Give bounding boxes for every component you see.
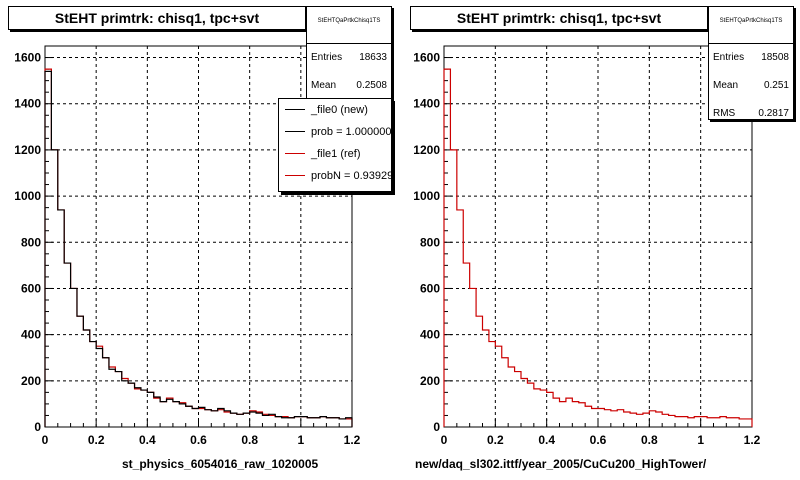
panel-1-stats-name: StEHTQaPrtkChisq1TS [307,7,391,44]
stats-value: 0.2508 [356,80,387,91]
stats-label: Mean [713,80,739,91]
panel-2-stats-mean: Mean 0.251 [709,72,793,100]
panel-1-x-tick-label: 1 [297,433,304,447]
panel-1-x-tick-label: 1.2 [344,433,361,447]
panel-2-y-tick-label: 1400 [413,97,440,111]
stats-label: Entries [311,52,343,63]
panel-1-y-tick-label: 1400 [14,97,41,111]
panel-2-histogram-series [443,68,753,427]
stats-label: Mean [311,80,337,91]
panel-1-stats-entries: Entries 18633 [307,44,391,72]
panel-1-y-tick-label: 0 [34,420,41,434]
panel-2-y-tick-label: 1600 [413,51,440,65]
panel-2-stats-name: StEHTQaPrtkChisq1TS [709,7,793,44]
legend-entry-file0: _file0 (new) [279,99,391,121]
panel-1-y-tick-label: 600 [21,281,41,295]
legend-entry-probn: probN = 0.939297 [279,165,391,187]
stats-value: 18508 [761,52,789,63]
panel-1-x-tick-label: 0 [42,433,49,447]
panel-1-stats-box: StEHTQaPrtkChisq1TS Entries 18633 Mean 0… [306,6,392,100]
panel-2-y-tick-label: 1000 [413,189,440,203]
legend-label: prob = 1.000000 [311,126,392,138]
panel-2-y-tick-label: 400 [420,328,440,342]
legend-entry-file1: _file1 (ref) [279,143,391,165]
panel-2-stats-box: StEHTQaPrtkChisq1TS Entries 18508 Mean 0… [708,6,794,120]
panel-1-x-tick-label: 0.8 [241,433,258,447]
legend-label: probN = 0.939297 [311,170,392,182]
legend-swatch [285,153,305,154]
panel-1-y-tick-label: 200 [21,374,41,388]
panel-1-x-axis-title: st_physics_6054016_raw_1020005 [122,457,319,471]
panel-2-y-tick-label: 800 [420,235,440,249]
legend-swatch [285,131,305,132]
panel-1-y-tick-label: 1600 [14,51,41,65]
stats-value: 0.2817 [758,108,789,119]
panel-1-legend: _file0 (new) prob = 1.000000 _file1 (ref… [278,98,392,192]
legend-swatch [285,109,305,110]
panel-1-stats-mean: Mean 0.2508 [307,72,391,100]
panel-2-x-tick-label: 1 [697,433,704,447]
panel-2-y-tick-label: 0 [433,420,440,434]
panel-2-y-tick-label: 200 [420,374,440,388]
panel-1-y-tick-label: 400 [21,328,41,342]
panel-2-x-tick-label: 0 [441,433,448,447]
panel-1-y-tick-label: 1200 [14,143,41,157]
panel-1-y-tick-label: 800 [21,235,41,249]
legend-label: _file0 (new) [311,104,368,116]
panel-1-x-tick-label: 0.6 [190,433,207,447]
legend-entry-prob: prob = 1.000000 [279,121,391,143]
panel-1-title: StEHT primtrk: chisq1, tpc+svt [8,6,306,30]
panel-2-stats-entries: Entries 18508 [709,44,793,72]
panel-2-x-tick-label: 0.4 [538,433,555,447]
stats-label: Entries [713,52,745,63]
panel-2-plot-frame [443,45,753,428]
stats-label: RMS [713,108,736,119]
panel-2-y-tick-label: 600 [420,281,440,295]
stats-value: 18633 [359,52,387,63]
panel-1-y-tick-label: 1000 [14,189,41,203]
panel-2-x-tick-label: 0.6 [590,433,607,447]
panel-2-x-axis-title: new/daq_sl302.ittf/year_2005/CuCu200_Hig… [415,457,707,471]
panel-2-stats-rms: RMS 0.2817 [709,100,793,128]
panel-1-x-tick-label: 0.2 [88,433,105,447]
panel-2-title: StEHT primtrk: chisq1, tpc+svt [410,6,708,30]
legend-swatch [285,175,305,176]
panel-1-histogram-file0-new [44,70,353,427]
panel-1-x-tick-label: 0.4 [139,433,156,447]
panel-2-x-tick-label: 1.2 [744,433,761,447]
legend-label: _file1 (ref) [311,148,361,160]
stats-value: 0.251 [763,80,789,91]
panel-2-x-tick-label: 0.8 [641,433,658,447]
panel-2-x-tick-label: 0.2 [487,433,504,447]
panel-2-y-tick-label: 1200 [413,143,440,157]
